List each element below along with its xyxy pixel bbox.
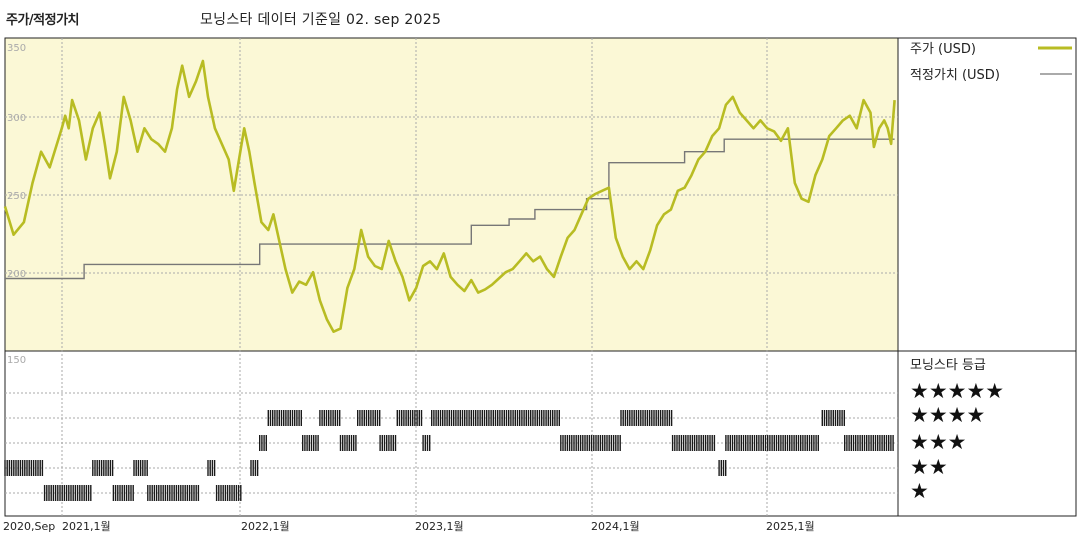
rating-segment [147, 485, 200, 501]
rating-segment [302, 435, 319, 451]
rating-star-labels: ★★★★★★★★★★★★★★★ [910, 379, 1004, 503]
x-axis-ticks: 2020,Sep 2021,1월 2022,1월 2023,1월 2024,1월 2025… [3, 520, 815, 533]
rating-segment [133, 460, 148, 476]
data-date-subtitle: 모닝스타 데이터 기준일 02. sep 2025 [200, 12, 442, 28]
rating-segment [4, 460, 44, 476]
fair-value-line [5, 138, 895, 280]
rating-segment [821, 410, 845, 426]
x-tick-label: 2023,1월 [415, 520, 464, 533]
rating-segment [718, 460, 727, 476]
rating-segment [357, 410, 381, 426]
rating-segment [250, 460, 259, 476]
rating-level-label: ★★ [910, 455, 948, 479]
rating-segment [339, 435, 357, 451]
rating-segment [319, 410, 341, 426]
y-axis-ticks: 350 300 250 200 150 [7, 43, 26, 366]
rating-segment [560, 435, 621, 451]
gridlines [5, 38, 898, 516]
legend-fair-value-label: 적정가치 (USD) [910, 68, 1000, 83]
price-line [3, 59, 896, 334]
rating-segment [267, 410, 302, 426]
rating-segment [112, 485, 134, 501]
rating-segment [422, 435, 431, 451]
rating-segment [671, 435, 716, 451]
rating-segment [43, 485, 92, 501]
x-tick-label: 2022,1월 [241, 520, 290, 533]
x-tick-label: 2021,1월 [62, 520, 111, 533]
rating-segment [259, 435, 267, 451]
series-lines [3, 59, 896, 334]
rating-segment [725, 435, 819, 451]
plot-frame [4, 37, 1077, 517]
y-tick-label: 350 [7, 43, 26, 54]
rating-level-label: ★★★★ [910, 403, 985, 427]
x-tick-label: 2025,1월 [766, 520, 815, 533]
rating-segment [379, 435, 397, 451]
rating-level-label: ★ [910, 479, 929, 503]
x-tick-label: 2024,1월 [591, 520, 640, 533]
y-tick-label: 150 [7, 355, 26, 366]
y-tick-label: 200 [7, 269, 26, 280]
x-tick-label: 2020,Sep [3, 520, 55, 533]
rating-bars [4, 410, 894, 501]
rating-segment [396, 410, 423, 426]
y-tick-label: 300 [7, 113, 26, 124]
rating-segment [431, 410, 560, 426]
rating-segment [620, 410, 673, 426]
chart-title: 주가/적정가치 [6, 13, 80, 28]
rating-segment [207, 460, 216, 476]
rating-level-label: ★★★★★ [910, 379, 1004, 403]
legend-price-label: 주가 (USD) [910, 42, 976, 57]
rating-segment [92, 460, 114, 476]
y-tick-label: 250 [7, 191, 26, 202]
legend-rating-title: 모닝스타 등급 [910, 358, 986, 373]
rating-segment [844, 435, 894, 451]
rating-level-label: ★★★ [910, 430, 966, 454]
rating-segment [215, 485, 242, 501]
